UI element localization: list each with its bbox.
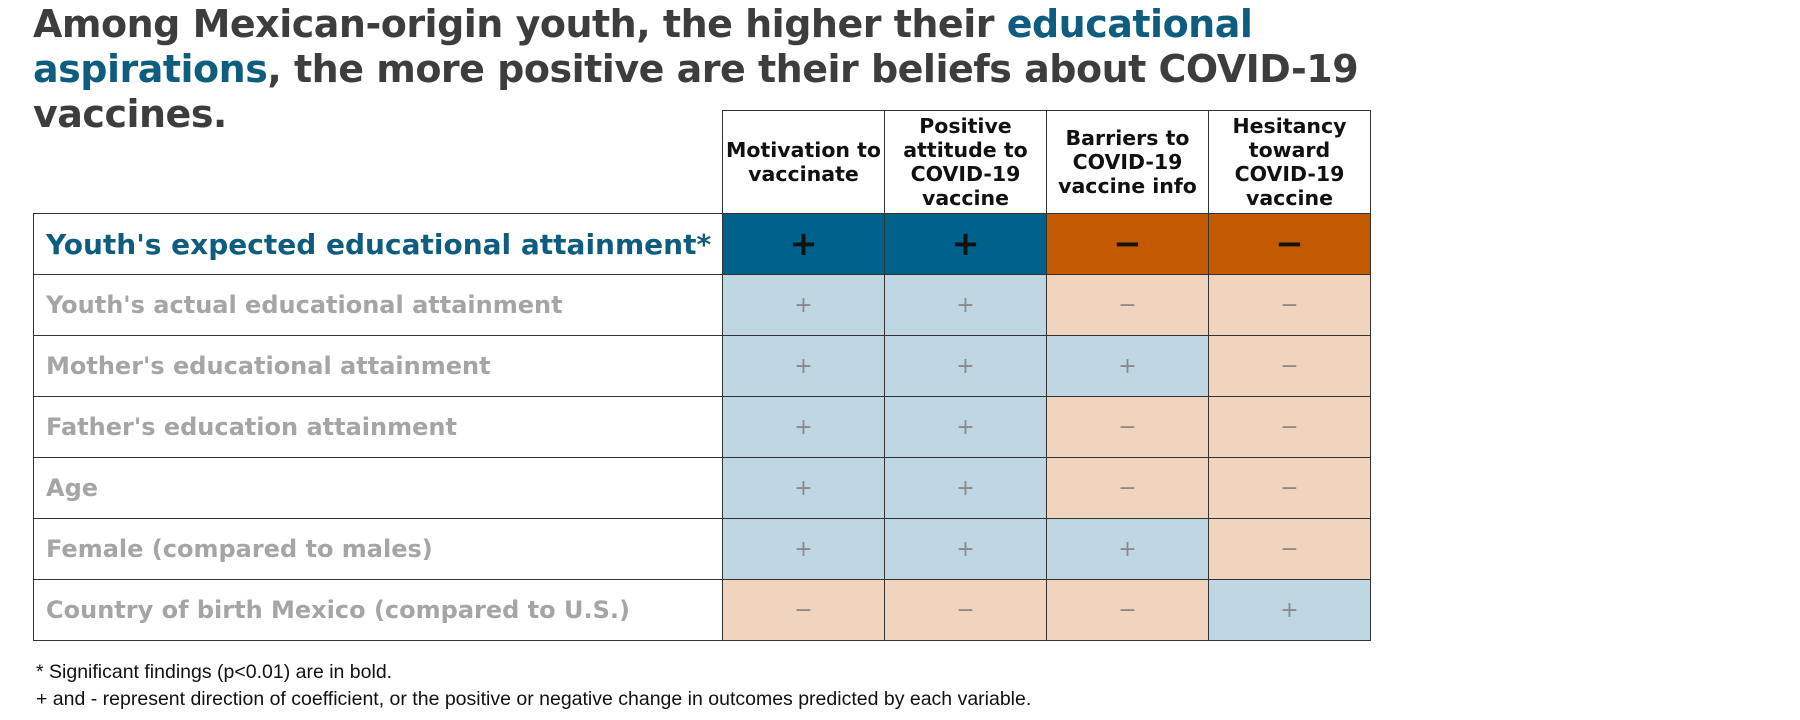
footnote-significance: * Significant findings (p<0.01) are in b… [36,661,393,683]
positive-cell: + [722,457,885,519]
positive-cell: + [884,335,1047,397]
negative-cell: − [1208,335,1371,397]
table-body: Youth's expected educational attainment*… [33,213,1371,641]
table-row: Father's education attainment + + − − [33,396,1371,458]
positive-cell: + [1208,579,1371,641]
title-highlight: educational aspirations [33,2,1253,91]
row-label: Father's education attainment [33,396,723,458]
footnote-direction: + and - represent direction of coefficie… [36,688,1032,710]
positive-cell: + [722,518,885,580]
header-row: Motivation to vaccinate Positive attitud… [34,110,1371,214]
table-row: Youth's actual educational attainment + + −… [33,274,1371,336]
column-header: Hesitancy toward COVID-19 vaccine [1208,110,1371,214]
positive-cell: + [1046,518,1209,580]
row-label: Age [33,457,723,519]
positive-cell: + [722,396,885,458]
negative-cell: − [1208,213,1371,275]
row-label: Youth's expected educational attainment* [33,213,723,275]
table-row: Youth's expected educational attainment*… [33,213,1371,275]
positive-cell: + [884,213,1047,275]
positive-cell: + [884,457,1047,519]
positive-cell: + [884,518,1047,580]
negative-cell: − [1208,457,1371,519]
negative-cell: − [1046,396,1209,458]
footnotes: * Significant findings (p<0.01) are in b… [36,659,1031,713]
positive-cell: + [884,396,1047,458]
negative-cell: − [1046,274,1209,336]
negative-cell: − [1208,396,1371,458]
negative-cell: − [1208,518,1371,580]
table-row: Age + + − − [33,457,1371,519]
table-row: Female (compared to males) + + + − [33,518,1371,580]
chart-title: Among Mexican-origin youth, the higher t… [33,2,1483,137]
corner-blank [34,111,723,214]
row-label: Mother's educational attainment [33,335,723,397]
positive-cell: + [722,335,885,397]
column-header: Barriers to COVID-19 vaccine info [1046,110,1209,214]
negative-cell: − [884,579,1047,641]
positive-cell: + [884,274,1047,336]
table-row: Country of birth Mexico (compared to U.S… [33,579,1371,641]
negative-cell: − [722,579,885,641]
positive-cell: + [1046,335,1209,397]
title-text-after: , the more positive are their beliefs ab… [33,47,1359,136]
column-header: Positive attitude to COVID-19 vaccine [884,110,1047,214]
row-label: Country of birth Mexico (compared to U.S… [33,579,723,641]
row-label: Youth's actual educational attainment [33,274,723,336]
table-row: Mother's educational attainment + + + − [33,335,1371,397]
positive-cell: + [722,274,885,336]
column-header: Motivation to vaccinate [722,110,885,214]
positive-cell: + [722,213,885,275]
negative-cell: − [1046,213,1209,275]
negative-cell: − [1208,274,1371,336]
negative-cell: − [1046,579,1209,641]
results-table: Motivation to vaccinate Positive attitud… [33,110,1371,641]
title-text-before: Among Mexican-origin youth, the higher t… [33,2,1007,46]
row-label: Female (compared to males) [33,518,723,580]
negative-cell: − [1046,457,1209,519]
